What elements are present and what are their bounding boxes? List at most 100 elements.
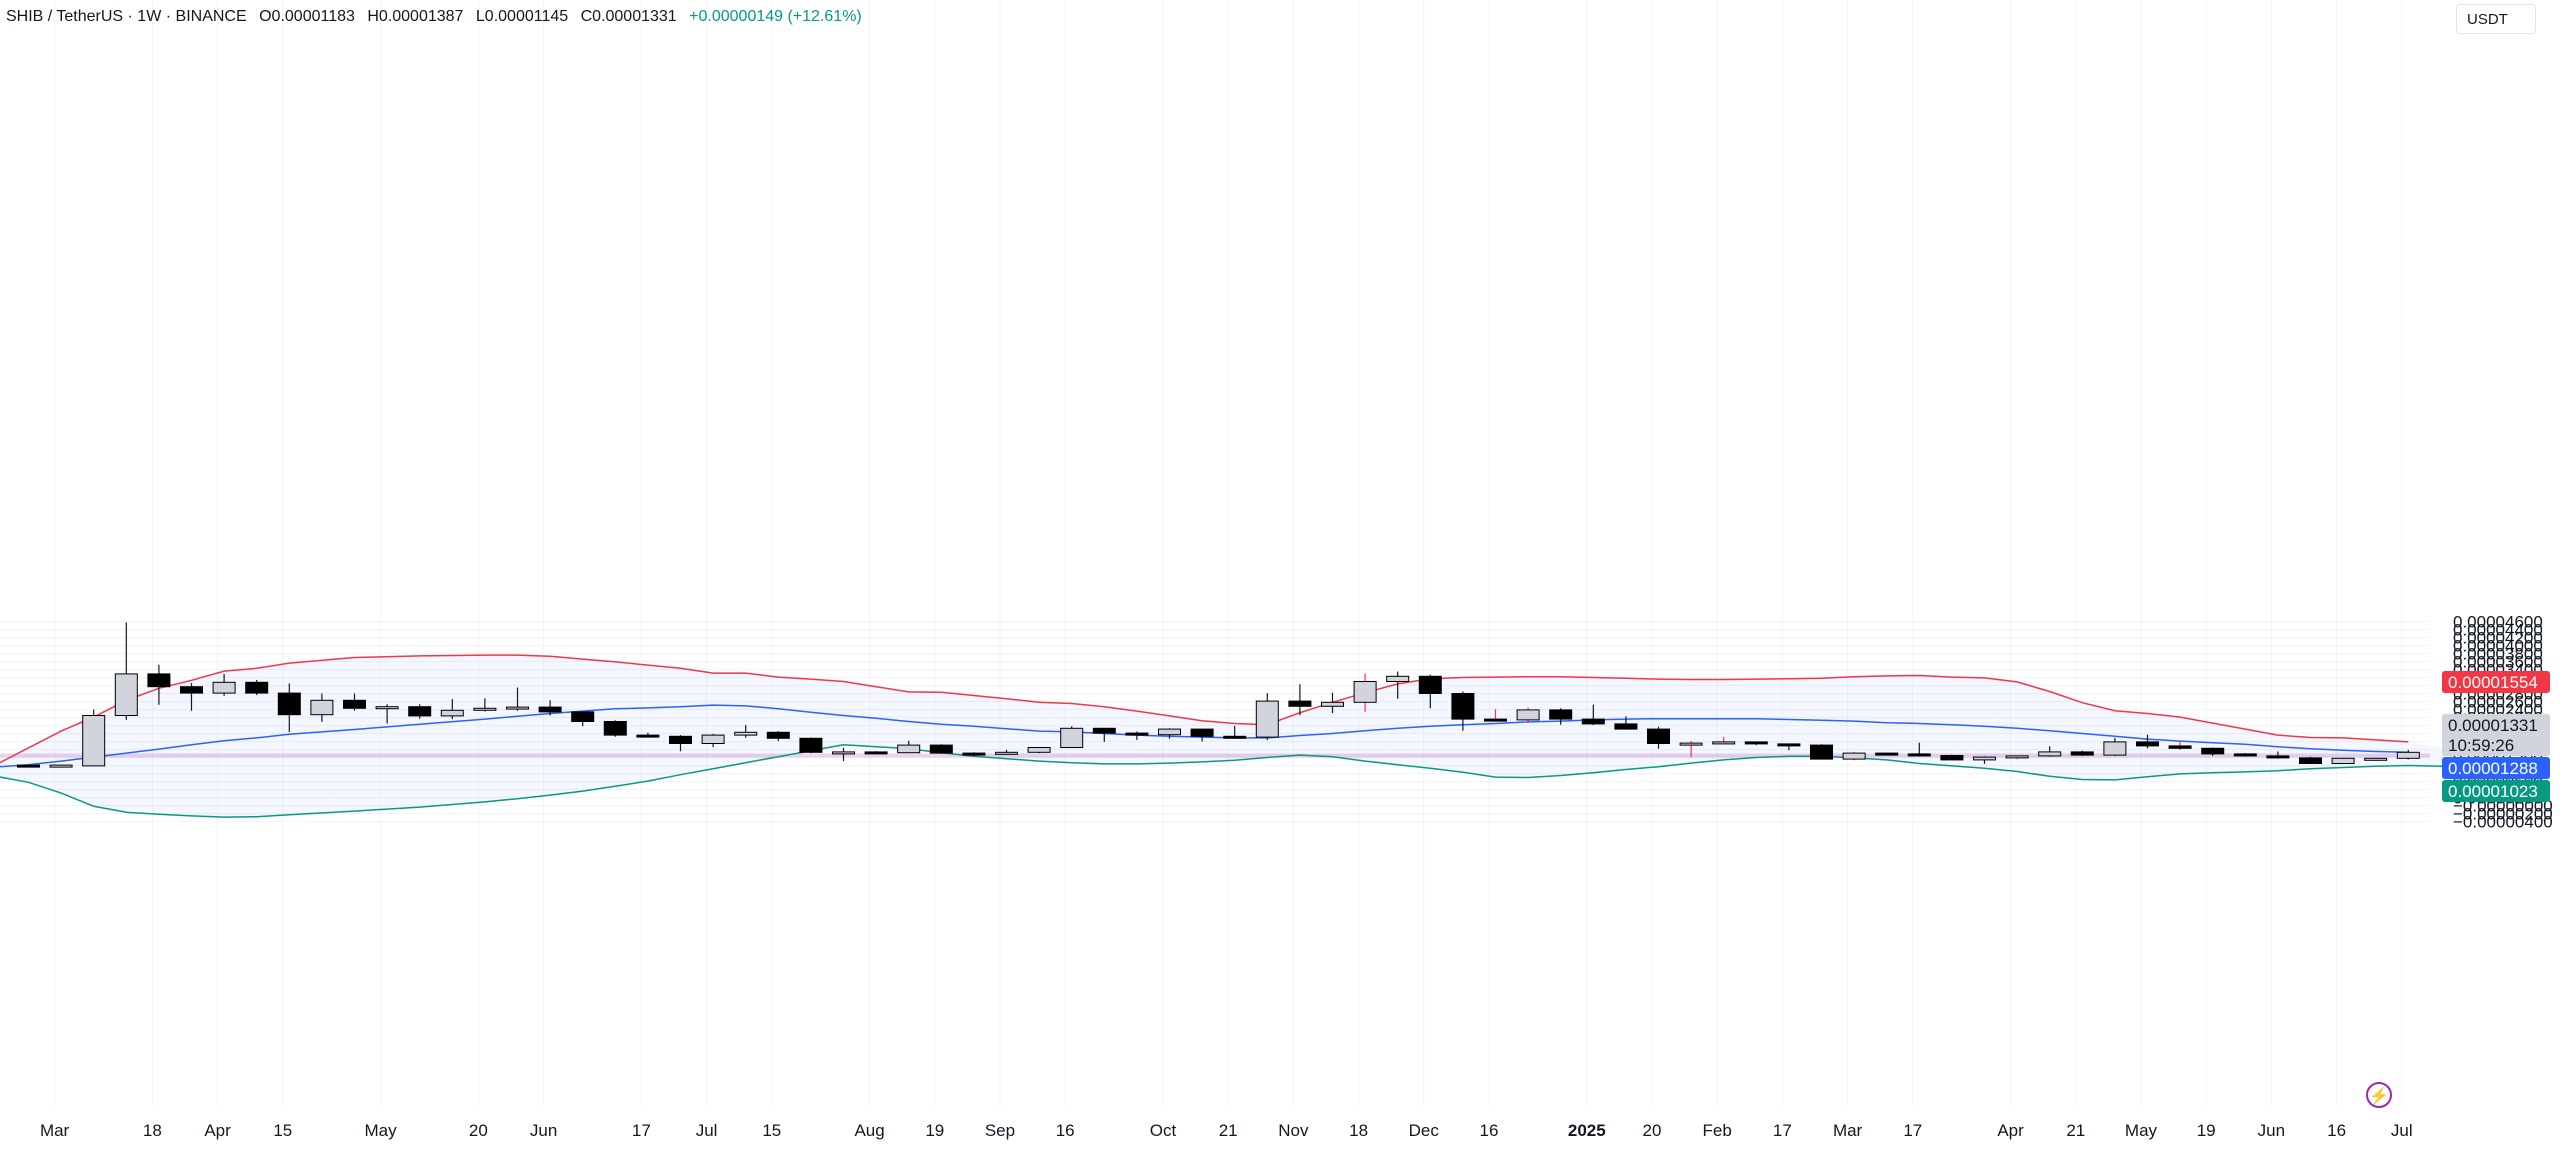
candle-body-down [1777,743,1801,747]
candle [1288,684,1312,716]
candle-body-down [2168,745,2192,749]
time-tick-label: 2025 [1568,1121,1606,1140]
candle [1581,704,1605,726]
candle [1418,674,1442,709]
candle-body-up [1158,728,1181,736]
candle [1777,743,1801,751]
candle [603,720,627,737]
candle-body-up [473,707,497,711]
lightning-icon[interactable]: ⚡ [2366,1082,2392,1108]
candle-body-down [2299,757,2322,765]
candle [277,683,301,732]
candle-body-up [212,681,236,694]
candle [1158,728,1181,739]
candle-body-down [1484,718,1507,722]
candle-body-up [1973,756,1996,761]
price-tick-label: 0.00004000 [2453,637,2543,656]
time-tick-label: 19 [2197,1121,2216,1140]
candle [1744,741,1768,746]
candle [1940,754,1964,761]
candle [343,693,366,711]
candle-body-up [1712,741,1736,745]
time-tick-label: 21 [1219,1121,1238,1140]
candle-body-up [1679,742,1703,746]
candle-body-up [2038,751,2062,757]
candle [1321,692,1344,714]
candle-body-down [669,735,692,744]
candle [375,704,399,724]
candle-body-up [1386,675,1410,682]
candle-body-down [636,734,660,738]
candle-body-up [995,751,1018,755]
open-value: O0.00001183 [259,8,355,25]
time-tick-label: Apr [1997,1121,2024,1140]
candles [17,622,2420,768]
middle-band-tag [2442,757,2550,779]
price-tick-label: 0.00004400 [2453,621,2543,640]
price-tick-label: 0.00004200 [2453,629,2543,648]
candle-body-up [506,706,529,710]
time-tick-label: 16 [1480,1121,1499,1140]
candle [1190,728,1214,742]
candle-body-down [864,751,888,755]
candle-body-down [1451,693,1475,720]
candle-body-down [2201,747,2225,755]
candle-body-up [82,715,106,767]
candle-body-up [1842,752,1866,760]
symbol-title[interactable]: SHIB / TetherUS · 1W · BINANCE [6,8,247,25]
time-tick-label: 17 [1903,1121,1922,1140]
candle [2233,753,2257,757]
time-tick-label: Jun [2258,1121,2285,1140]
candle-body-down [147,673,171,688]
candle [147,664,171,705]
candle [1060,726,1084,748]
candle [962,752,986,756]
candle [799,737,823,754]
candle-body-down [1288,700,1312,707]
price-tick-label: −0.00000400 [2453,813,2553,832]
candle [440,699,464,720]
lower-band-tag-text: 0.00001023 [2448,782,2538,801]
candle-body-down [538,706,562,713]
time-tick-label: Nov [1278,1121,1309,1140]
candle-body-up [1255,700,1279,738]
candle-body-up [440,709,464,717]
currency-selector[interactable]: USDT [2456,4,2536,34]
candle-body-down [1223,735,1247,739]
candle [2136,734,2159,749]
time-tick-label: Aug [854,1121,884,1140]
candle [2299,756,2322,765]
candle-body-down [2266,755,2290,759]
highlight-zone [0,753,2430,758]
candle-body-down [1190,728,1214,737]
candle [17,764,40,768]
candle [1484,709,1507,722]
candle [2396,749,2420,760]
grid [0,0,2430,1105]
candle-body-up [1027,747,1051,753]
upper-band-tag-text: 0.00001554 [2448,673,2538,692]
time-tick-label: Jul [2391,1121,2413,1140]
time-tick-label: Sep [985,1121,1015,1140]
time-tick-label: Jun [530,1121,557,1140]
time-tick-label: 17 [1773,1121,1792,1140]
countdown-text: 10:59:26 [2448,736,2514,755]
time-tick-label: 20 [469,1121,488,1140]
time-axis[interactable]: 19 Mar 18 Apr 15 May 20 Jun 17 Jul 15 Aug 19 Sep 16 Oct… [0,1121,2413,1140]
ohlc-legend: SHIB / TetherUS · 1W · BINANCE O0.000011… [6,4,870,30]
highlight-zone-rect [0,753,2430,758]
time-tick-label: 16 [1056,1121,1075,1140]
time-tick-label: May [365,1121,398,1140]
candle [2038,746,2062,757]
candle [1973,756,1996,764]
candle [114,622,138,720]
time-tick-label: Dec [1409,1121,1440,1140]
candle [1223,725,1247,739]
candle [1092,727,1116,742]
candle [2364,757,2388,761]
candle-body-down [2136,741,2159,747]
candle [1451,691,1475,731]
candle-body-down [1092,727,1116,734]
candle [1516,707,1540,724]
